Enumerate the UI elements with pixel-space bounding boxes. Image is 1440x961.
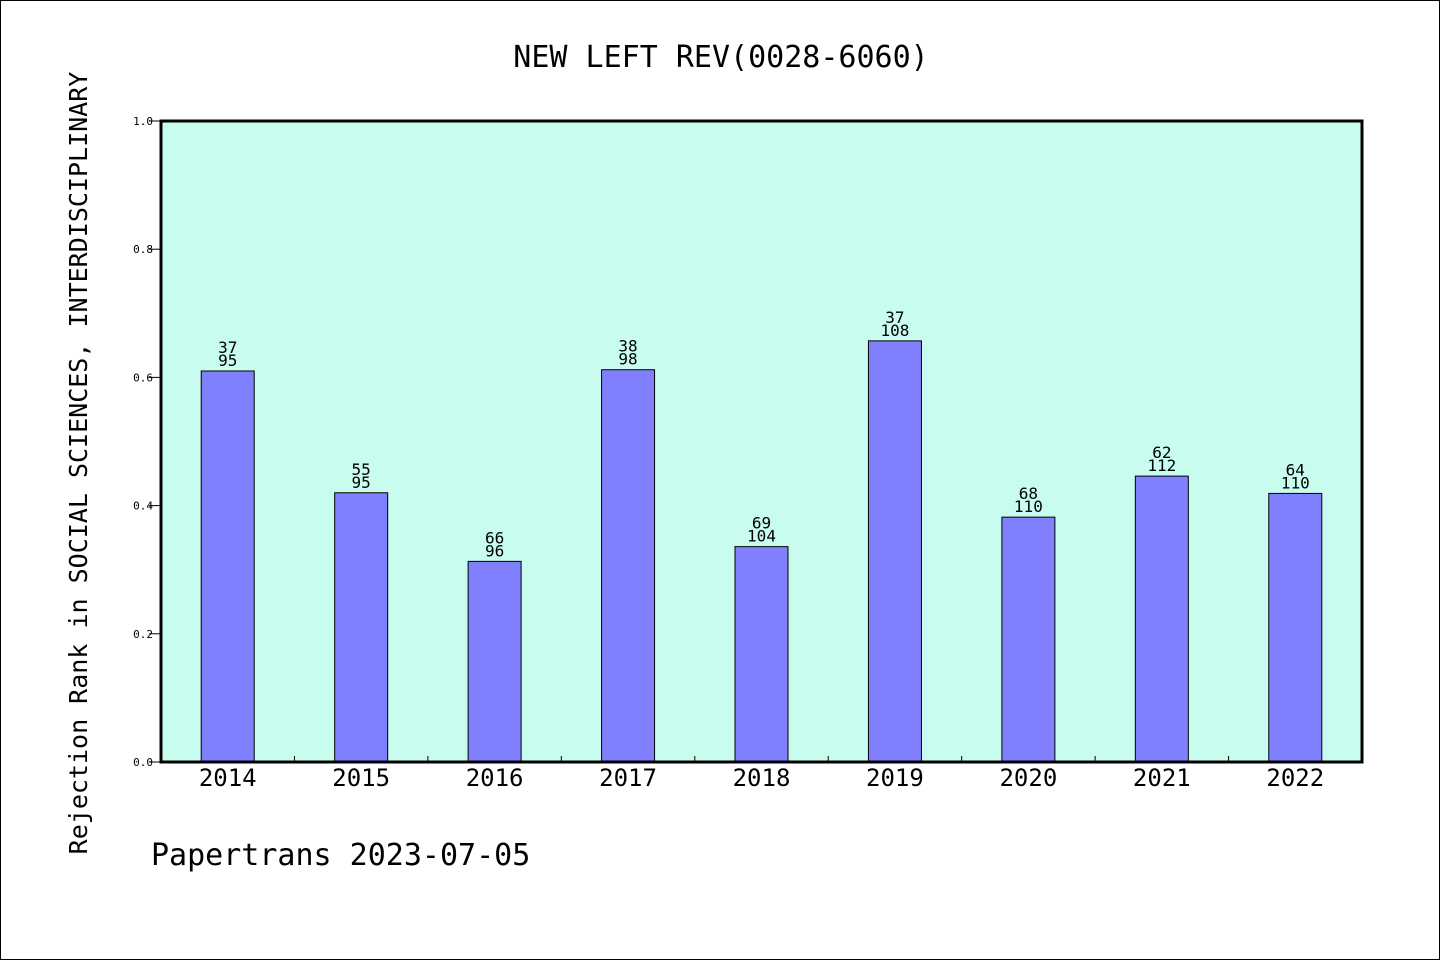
bar-label-top: 68 [1019, 484, 1038, 503]
y-tick-label: 0.6 [133, 371, 153, 384]
x-tick-label: 2015 [332, 764, 390, 792]
bar-label-top: 38 [618, 337, 637, 356]
y-tick-label: 1.0 [133, 115, 153, 128]
x-tick-labels: 2014 2015 2016 2017 2018 2019 2020 2021 2022 [199, 764, 1324, 792]
bar-label-top: 69 [752, 514, 771, 533]
plot-area [159, 119, 1364, 764]
bar-label-top: 66 [485, 528, 504, 547]
bar-label-bottom: 95 [218, 351, 237, 370]
bar-label-top: 37 [218, 338, 237, 357]
x-tick-label: 2020 [999, 764, 1057, 792]
chart-title: NEW LEFT REV(0028-6060) [513, 40, 928, 75]
bar-2021 [1134, 475, 1189, 763]
x-tick-label: 2019 [866, 764, 924, 792]
y-tick-label: 0.2 [133, 628, 153, 641]
y-tick-label: 0.4 [133, 500, 153, 513]
y-axis-label: Rejection Rank in SOCIAL SCIENCES, INTER… [64, 72, 93, 855]
bar-2016 [467, 560, 522, 763]
x-tick-label: 2017 [599, 764, 657, 792]
y-ticks: 0.0 0.2 0.4 0.6 0.8 1.0 [133, 115, 161, 769]
bar-label-bottom: 112 [1147, 456, 1176, 475]
bar-label-bottom: 108 [880, 321, 909, 340]
bar-label-top: 37 [885, 308, 904, 327]
bar-label-bottom: 95 [352, 473, 371, 492]
x-tick-label: 2018 [733, 764, 791, 792]
bar-2018 [734, 546, 789, 763]
bar-label-bottom: 96 [485, 541, 504, 560]
bar-label-bottom: 110 [1281, 473, 1310, 492]
bar-label-top: 62 [1152, 443, 1171, 462]
bars [200, 340, 1323, 763]
y-tick-label: 0.0 [133, 756, 153, 769]
x-tick-label: 2021 [1133, 764, 1191, 792]
x-tick-label: 2016 [466, 764, 524, 792]
bar-label-top: 64 [1286, 460, 1305, 479]
bar-2020 [1001, 516, 1056, 763]
bar-label-bottom: 98 [618, 350, 637, 369]
bar-2015 [334, 492, 389, 763]
bar-label-bottom: 104 [747, 527, 776, 546]
x-tick-label: 2014 [199, 764, 257, 792]
bar-2022 [1268, 492, 1323, 763]
footer-text: Papertrans 2023-07-05 [151, 838, 530, 873]
bar-2014 [200, 370, 255, 763]
bar-2017 [601, 369, 656, 763]
bar-2019 [867, 340, 922, 763]
y-tick-label: 0.8 [133, 243, 153, 256]
x-tick-label: 2022 [1266, 764, 1324, 792]
bar-label-top: 55 [352, 460, 371, 479]
bar-label-bottom: 110 [1014, 497, 1043, 516]
